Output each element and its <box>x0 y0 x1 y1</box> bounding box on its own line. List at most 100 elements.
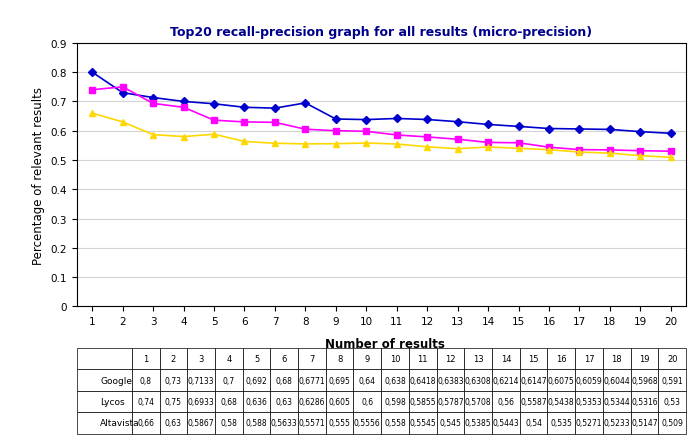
Google <box>606 127 614 133</box>
Lycos <box>271 120 279 126</box>
Google <box>332 117 340 122</box>
Text: 0,56: 0,56 <box>498 397 514 406</box>
Text: 0,63: 0,63 <box>165 418 182 427</box>
Text: 0,638: 0,638 <box>384 376 406 385</box>
Google <box>484 123 492 128</box>
Text: 0,7: 0,7 <box>223 376 235 385</box>
Altavista <box>240 139 248 145</box>
Text: 0,66: 0,66 <box>137 418 154 427</box>
Text: 0,5545: 0,5545 <box>410 418 436 427</box>
Google <box>362 118 370 123</box>
Text: 19: 19 <box>639 354 650 364</box>
Text: 0,54: 0,54 <box>525 418 542 427</box>
Text: 0,6214: 0,6214 <box>493 376 519 385</box>
Altavista <box>454 147 462 152</box>
Altavista <box>606 151 614 156</box>
Text: 0,68: 0,68 <box>276 376 293 385</box>
Text: 9: 9 <box>365 354 370 364</box>
Lycos <box>484 141 492 146</box>
Text: 0,73: 0,73 <box>165 376 182 385</box>
Text: 2: 2 <box>171 354 176 364</box>
Altavista <box>179 134 188 140</box>
Title: Top20 recall-precision graph for all results (micro-precision): Top20 recall-precision graph for all res… <box>170 25 593 39</box>
Text: 11: 11 <box>417 354 428 364</box>
Text: 13: 13 <box>473 354 484 364</box>
Google <box>149 95 158 101</box>
Text: 0,695: 0,695 <box>329 376 351 385</box>
Altavista <box>118 120 127 125</box>
Text: 8: 8 <box>337 354 342 364</box>
Text: Number of results: Number of results <box>325 337 445 350</box>
Text: 7: 7 <box>309 354 314 364</box>
Google <box>666 131 675 137</box>
Text: 0,5787: 0,5787 <box>438 397 464 406</box>
Text: 0,68: 0,68 <box>220 397 237 406</box>
Text: 0,5353: 0,5353 <box>575 397 603 406</box>
Text: 0,5867: 0,5867 <box>188 418 214 427</box>
Lycos <box>149 102 158 107</box>
Text: 20: 20 <box>667 354 678 364</box>
Text: 0,58: 0,58 <box>220 418 237 427</box>
Text: 0,8: 0,8 <box>140 376 152 385</box>
Lycos <box>393 133 401 138</box>
Text: 0,558: 0,558 <box>384 418 406 427</box>
Google <box>118 91 127 96</box>
Line: Lycos: Lycos <box>90 85 673 155</box>
Text: 0,692: 0,692 <box>246 376 267 385</box>
Lycos <box>118 85 127 90</box>
Lycos <box>575 148 584 153</box>
Text: Google: Google <box>100 376 132 385</box>
Text: 0,509: 0,509 <box>662 418 683 427</box>
Google <box>393 117 401 122</box>
Altavista <box>636 154 645 159</box>
Text: 0,5968: 0,5968 <box>631 376 658 385</box>
Google <box>301 101 309 106</box>
Text: 0,6147: 0,6147 <box>520 376 547 385</box>
Text: 18: 18 <box>611 354 622 364</box>
Google <box>210 102 218 107</box>
Altavista <box>545 148 553 153</box>
Altavista <box>514 146 523 152</box>
Google <box>271 106 279 112</box>
Text: Lycos: Lycos <box>100 397 125 406</box>
Text: 0,53: 0,53 <box>664 397 680 406</box>
Text: 0,555: 0,555 <box>329 418 351 427</box>
Line: Altavista: Altavista <box>90 111 673 161</box>
Text: 0,74: 0,74 <box>137 397 154 406</box>
Text: 0,6044: 0,6044 <box>603 376 630 385</box>
Text: 0,75: 0,75 <box>165 397 182 406</box>
Text: 17: 17 <box>584 354 594 364</box>
Google <box>423 117 431 123</box>
Lycos <box>332 129 340 134</box>
Text: 0,6075: 0,6075 <box>548 376 575 385</box>
Text: 12: 12 <box>445 354 456 364</box>
Text: 10: 10 <box>390 354 400 364</box>
Altavista <box>301 142 309 147</box>
Lycos <box>545 145 553 150</box>
Text: 0,5855: 0,5855 <box>410 397 436 406</box>
Altavista <box>484 145 492 150</box>
Text: 0,7133: 0,7133 <box>188 376 214 385</box>
Altavista <box>393 142 401 147</box>
Lycos <box>454 137 462 142</box>
Google <box>179 99 188 105</box>
Line: Google: Google <box>90 70 673 137</box>
Altavista <box>666 155 675 161</box>
Text: 0,5316: 0,5316 <box>631 397 658 406</box>
Text: 0,64: 0,64 <box>359 376 376 385</box>
Altavista <box>332 142 340 147</box>
Text: 1: 1 <box>143 354 148 364</box>
Altavista <box>88 111 97 117</box>
Text: 0,6418: 0,6418 <box>410 376 436 385</box>
Y-axis label: Percentage of relevant results: Percentage of relevant results <box>32 86 46 264</box>
Text: 0,5571: 0,5571 <box>299 418 326 427</box>
Altavista <box>423 145 431 150</box>
Altavista <box>362 141 370 146</box>
Text: 5: 5 <box>254 354 259 364</box>
Google <box>88 71 97 76</box>
Lycos <box>636 149 645 154</box>
Text: 0,588: 0,588 <box>246 418 267 427</box>
Text: 16: 16 <box>556 354 566 364</box>
Text: 0,6: 0,6 <box>361 397 373 406</box>
Text: 0,5147: 0,5147 <box>631 418 658 427</box>
